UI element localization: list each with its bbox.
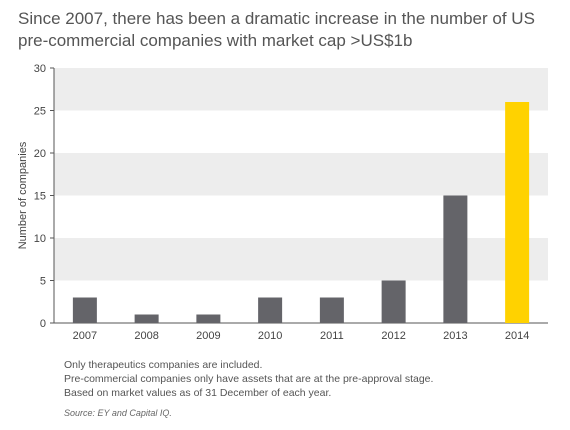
bar-2011 [319, 297, 344, 323]
note-line-1: Only therapeutics companies are included… [64, 359, 263, 371]
x-tick-label: 2007 [73, 330, 97, 342]
chart-title-line-1: Since 2007, there has been a dramatic in… [18, 9, 535, 28]
bar-2014 [505, 102, 530, 323]
x-tick-label: 2010 [258, 330, 282, 342]
bar-2012 [381, 280, 406, 323]
bar-2010 [258, 297, 283, 323]
y-tick-label: 15 [34, 191, 46, 203]
y-tick-label: 10 [34, 233, 46, 245]
x-tick-label: 2014 [505, 330, 529, 342]
grid-band [54, 68, 548, 111]
bar-2013 [443, 195, 468, 323]
y-tick-label: 0 [40, 318, 46, 330]
x-tick-label: 2008 [134, 330, 158, 342]
note-line-2: Pre-commercial companies only have asset… [64, 373, 434, 385]
bar-2009 [196, 314, 221, 323]
x-tick-label: 2009 [196, 330, 220, 342]
y-axis-label: Number of companies [17, 141, 29, 249]
note-line-3: Based on market values as of 31 December… [64, 387, 332, 399]
source-note: Source: EY and Capital IQ. [64, 408, 172, 418]
x-tick-label: 2011 [320, 330, 344, 342]
x-tick-label: 2013 [443, 330, 467, 342]
y-tick-label: 30 [34, 63, 46, 75]
y-tick-label: 25 [34, 106, 46, 118]
bar-2007 [72, 297, 97, 323]
grid-band [54, 153, 548, 196]
chart-title: Since 2007, there has been a dramatic in… [18, 8, 558, 52]
bar-2008 [134, 314, 159, 323]
x-tick-label: 2012 [381, 330, 405, 342]
y-tick-label: 5 [40, 276, 46, 288]
chart-notes: Only therapeutics companies are included… [64, 358, 433, 400]
grid-band [54, 238, 548, 281]
y-tick-label: 20 [34, 148, 46, 160]
chart-title-line-2: pre-commercial companies with market cap… [18, 31, 413, 50]
